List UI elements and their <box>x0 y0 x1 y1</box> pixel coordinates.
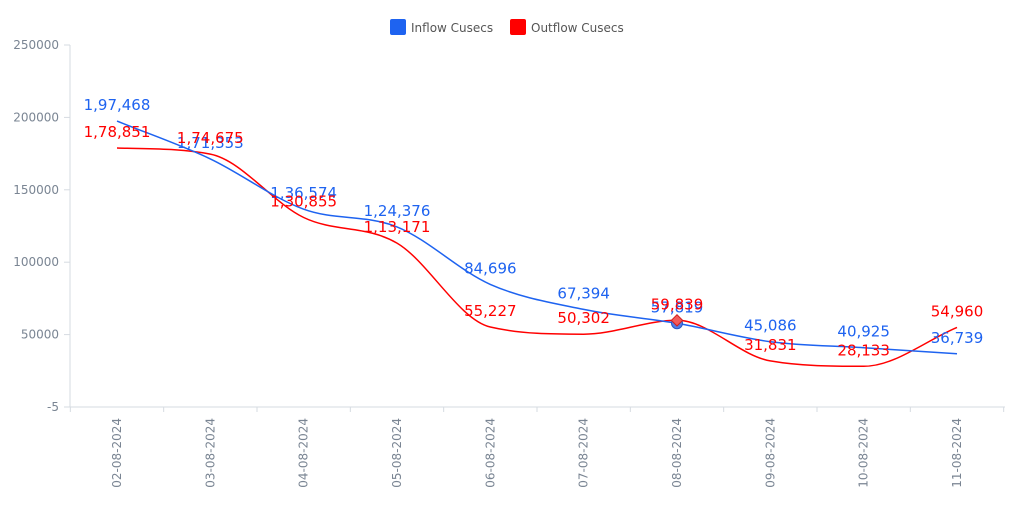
legend-swatch-outflow <box>510 19 526 35</box>
legend-label-inflow: Inflow Cusecs <box>411 21 493 35</box>
x-tick-label: 10-08-2024 <box>857 418 871 488</box>
x-tick-label: 06-08-2024 <box>483 418 497 488</box>
x-axis: 02-08-2024 03-08-2024 04-08-2024 05-08-2024… <box>69 406 1005 488</box>
outflow-series-line <box>116 147 958 368</box>
hover-markers[interactable] <box>670 313 684 330</box>
outflow-data-label: 1,74,675 <box>177 129 244 147</box>
legend-item-inflow[interactable]: Inflow Cusecs <box>390 19 493 35</box>
inflow-data-label: 45,086 <box>744 317 797 335</box>
y-axis: 250000 200000 150000 100000 50000 -5 <box>13 38 71 414</box>
outflow-data-label: 54,960 <box>931 302 984 320</box>
inflow-data-label: 84,696 <box>464 259 517 277</box>
outflow-data-label: 1,30,855 <box>270 193 337 211</box>
x-tick-label: 04-08-2024 <box>297 418 311 488</box>
outflow-point-marker[interactable] <box>670 313 684 327</box>
x-tick-label: 09-08-2024 <box>763 418 777 488</box>
inflow-data-label: 67,394 <box>557 284 610 302</box>
legend-item-outflow[interactable]: Outflow Cusecs <box>510 19 624 35</box>
series-lines <box>116 120 958 368</box>
inflow-series-line <box>116 120 958 355</box>
y-tick-label: 150000 <box>13 183 59 197</box>
legend-label-outflow: Outflow Cusecs <box>531 21 624 35</box>
inflow-data-label: 36,739 <box>931 329 984 347</box>
legend-swatch-inflow <box>390 19 406 35</box>
x-tick-label: 08-08-2024 <box>670 418 684 488</box>
y-tick-label: 50000 <box>21 328 59 342</box>
y-tick-label: 100000 <box>13 255 59 269</box>
x-tick-label: 02-08-2024 <box>110 418 124 488</box>
outflow-data-label: 59,839 <box>651 295 704 313</box>
outflow-data-label: 31,831 <box>744 336 797 354</box>
outflow-data-label: 28,133 <box>837 341 890 359</box>
inflow-data-label: 1,71,353 <box>177 134 244 152</box>
x-tick-label: 07-08-2024 <box>577 418 591 488</box>
inflow-data-label: 1,24,376 <box>364 202 431 220</box>
inflow-data-label: 40,925 <box>837 323 890 341</box>
y-tick-label: 250000 <box>13 38 59 52</box>
data-labels: 1,97,468 1,71,353 1,36,574 1,24,376 84,696 67… <box>84 96 984 359</box>
outflow-data-label: 1,13,171 <box>364 218 431 236</box>
legend[interactable]: Inflow Cusecs Outflow Cusecs <box>390 19 624 35</box>
x-tick-label: 03-08-2024 <box>203 418 217 488</box>
y-tick-label: 200000 <box>13 110 59 124</box>
y-tick-label: -5 <box>47 400 59 414</box>
outflow-data-label: 1,78,851 <box>84 123 151 141</box>
inflow-data-label: 57,819 <box>651 298 704 316</box>
x-tick-label: 11-08-2024 <box>950 418 964 488</box>
outflow-data-label: 55,227 <box>464 302 517 320</box>
inflow-data-label: 1,97,468 <box>84 96 151 114</box>
outflow-data-label: 50,302 <box>557 309 610 327</box>
inflow-data-label: 1,36,574 <box>270 184 337 202</box>
x-tick-label: 05-08-2024 <box>390 418 404 488</box>
